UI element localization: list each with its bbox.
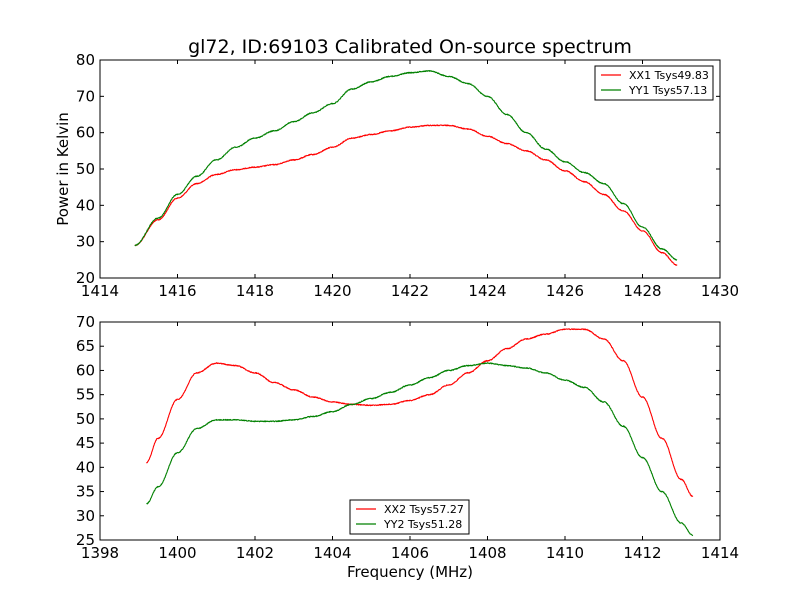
x-tick-label: 1420 — [313, 282, 351, 300]
x-tick-label: 1402 — [236, 544, 274, 562]
bottom-legend: XX2 Tsys57.27 YY2 Tsys51.28 — [349, 499, 470, 535]
x-tick-label: 1418 — [236, 282, 274, 300]
x-tick-label: 1414 — [81, 282, 119, 300]
x-tick-label: 1412 — [623, 544, 661, 562]
top-y-axis-label: Power in Kelvin — [54, 112, 72, 226]
legend-box — [349, 499, 470, 535]
legend-label: YY2 Tsys51.28 — [383, 518, 462, 531]
x-tick-label: 1426 — [546, 282, 584, 300]
x-tick-label: 1416 — [158, 282, 196, 300]
x-tick-label: 1410 — [546, 544, 584, 562]
x-tick-label: 1404 — [313, 544, 351, 562]
x-tick-label: 1424 — [468, 282, 506, 300]
x-tick-label: 1406 — [391, 544, 429, 562]
x-tick-label: 1428 — [623, 282, 661, 300]
top-legend: XX1 Tsys49.83 YY1 Tsys57.13 — [594, 65, 714, 101]
y-tick-label: 80 — [76, 51, 95, 69]
y-tick-label: 35 — [76, 483, 95, 501]
y-tick-label: 50 — [76, 160, 95, 178]
top-panel: 1414 1416 1418 1420 1422 1424 1426 1428 1430 20 30… — [54, 51, 739, 300]
x-tick-label: 1414 — [701, 544, 739, 562]
x-tick-label: 1400 — [158, 544, 196, 562]
bottom-x-axis-label: Frequency (MHz) — [347, 563, 473, 581]
y-tick-label: 20 — [76, 269, 95, 287]
bottom-panel: 1398 1400 1402 1404 1406 1408 1410 1412 1414 25 30… — [76, 313, 739, 581]
y-tick-label: 55 — [76, 386, 95, 404]
legend-label: YY1 Tsys57.13 — [628, 84, 707, 97]
legend-box — [594, 65, 714, 101]
legend-label: XX1 Tsys49.83 — [629, 69, 709, 82]
y-tick-label: 30 — [76, 507, 95, 525]
y-tick-label: 60 — [76, 124, 95, 142]
y-tick-label: 40 — [76, 196, 95, 214]
x-tick-label: 1408 — [468, 544, 506, 562]
y-tick-label: 45 — [76, 434, 95, 452]
y-tick-label: 65 — [76, 337, 95, 355]
series-line-xx1 — [134, 124, 678, 266]
x-tick-label: 1422 — [391, 282, 429, 300]
y-tick-label: 30 — [76, 233, 95, 251]
legend-label: XX2 Tsys57.27 — [384, 503, 464, 516]
x-tick-label: 1430 — [701, 282, 739, 300]
y-tick-label: 60 — [76, 361, 95, 379]
y-tick-label: 50 — [76, 410, 95, 428]
y-tick-label: 70 — [76, 313, 95, 331]
y-tick-label: 25 — [76, 531, 95, 549]
y-tick-label: 40 — [76, 458, 95, 476]
chart-title: gl72, ID:69103 Calibrated On-source spec… — [188, 36, 632, 58]
series-line-xx2 — [146, 328, 694, 497]
series-line-yy2 — [146, 362, 694, 537]
y-tick-label: 70 — [76, 87, 95, 105]
series-line-yy1 — [134, 70, 678, 261]
x-tick-label: 1398 — [81, 544, 119, 562]
